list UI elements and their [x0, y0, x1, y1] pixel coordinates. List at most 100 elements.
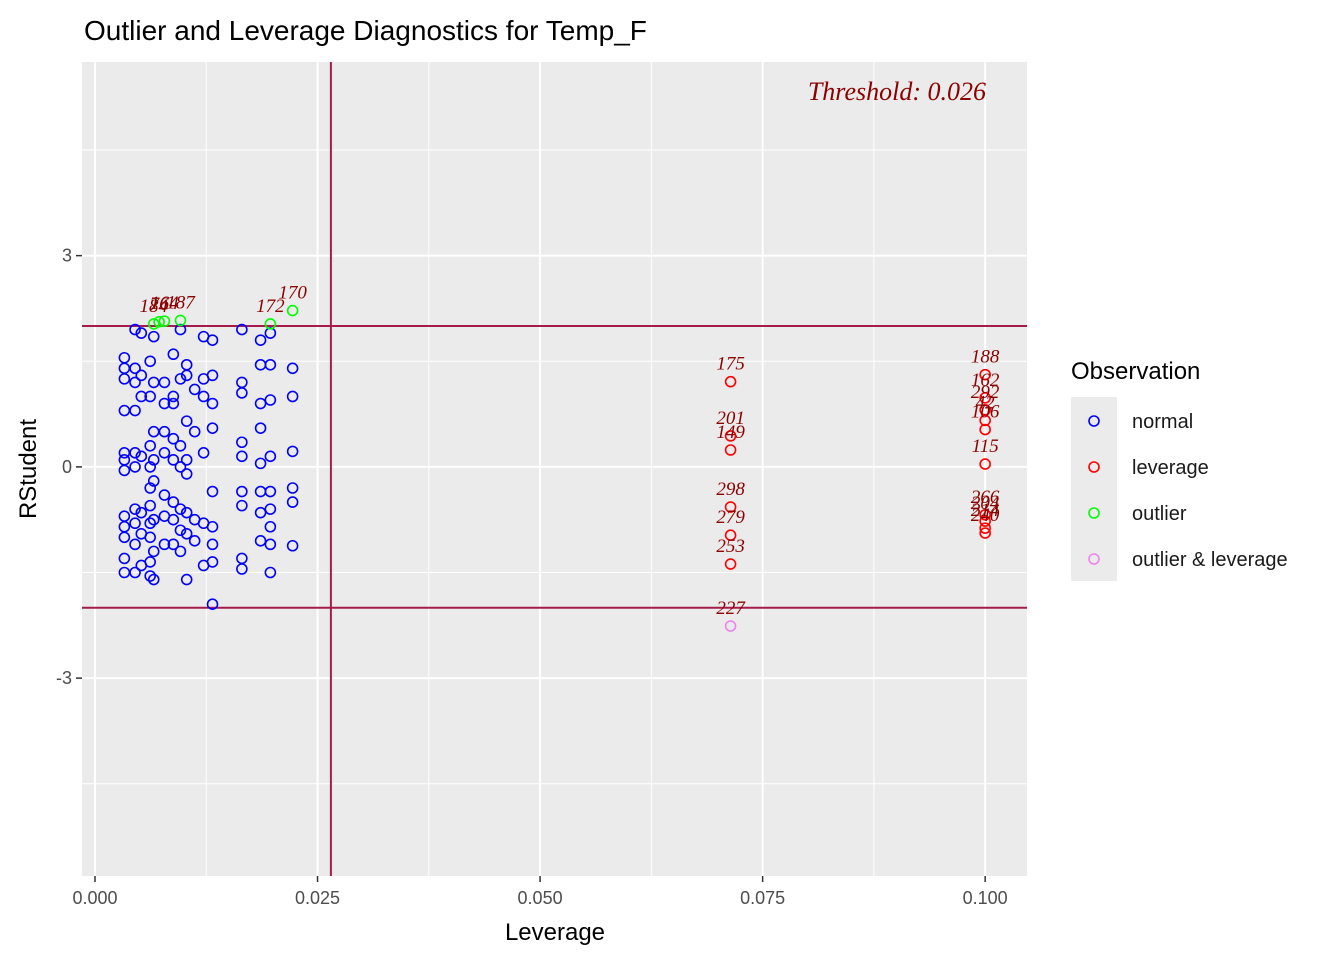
point — [264, 318, 277, 330]
point — [129, 376, 141, 389]
point-label: 106 — [971, 402, 1000, 423]
point — [286, 482, 299, 494]
point — [724, 375, 737, 388]
point — [236, 387, 248, 399]
point-label: 164 — [150, 293, 179, 314]
point — [979, 458, 991, 470]
point — [979, 368, 991, 381]
point — [147, 454, 160, 466]
point — [147, 513, 160, 526]
point — [158, 425, 171, 438]
x-tick-label: 0.025 — [295, 888, 340, 908]
point — [180, 527, 193, 540]
point — [174, 503, 187, 515]
point — [129, 447, 141, 459]
point — [167, 454, 180, 466]
point — [254, 422, 267, 434]
point — [206, 556, 219, 568]
point-label: 204 — [971, 493, 1000, 514]
point — [236, 485, 248, 498]
point — [129, 566, 141, 579]
point — [129, 404, 141, 417]
point — [147, 330, 160, 343]
point — [979, 392, 991, 404]
point — [264, 485, 277, 498]
point — [254, 397, 267, 410]
point — [180, 415, 193, 427]
point — [144, 531, 156, 544]
point — [724, 529, 737, 541]
point — [144, 461, 156, 473]
point — [174, 524, 187, 537]
point — [180, 573, 193, 586]
point — [286, 539, 299, 552]
legend-key — [1088, 461, 1100, 473]
point — [147, 318, 160, 330]
point — [197, 390, 210, 403]
point — [144, 390, 156, 403]
point-label: 253 — [716, 536, 745, 557]
point-label: 42 — [976, 392, 996, 413]
point — [264, 327, 277, 339]
point — [206, 397, 219, 410]
point-label: 184 — [139, 296, 168, 317]
legend-label: outlier & leverage — [1132, 549, 1288, 571]
threshold-annotation: Threshold: 0.026 — [808, 77, 986, 106]
point — [724, 444, 737, 456]
point — [724, 430, 737, 442]
point — [118, 531, 131, 544]
point — [129, 503, 141, 515]
point — [188, 535, 201, 547]
point — [264, 358, 277, 371]
point — [129, 362, 141, 375]
point — [254, 535, 267, 547]
point — [180, 454, 193, 466]
point — [135, 450, 148, 463]
point — [158, 489, 171, 501]
point — [254, 334, 267, 346]
point — [264, 566, 277, 579]
point — [158, 538, 171, 551]
point — [147, 545, 160, 558]
point — [979, 527, 991, 539]
point — [236, 563, 248, 575]
point — [147, 475, 160, 487]
point — [174, 461, 187, 473]
point-label: 292 — [971, 382, 1000, 403]
point — [206, 598, 219, 610]
point — [286, 304, 299, 317]
point — [167, 496, 180, 508]
point — [158, 397, 171, 410]
point — [180, 468, 193, 480]
chart-title: Outlier and Leverage Diagnostics for Tem… — [84, 15, 647, 46]
legend-key — [1088, 553, 1100, 565]
point-label: 227 — [716, 598, 746, 619]
point — [206, 485, 219, 498]
point — [144, 517, 156, 530]
point — [264, 503, 277, 515]
point — [180, 369, 193, 382]
point — [144, 499, 156, 512]
point — [236, 323, 248, 336]
point — [979, 414, 991, 427]
point — [153, 316, 165, 328]
plot-panel — [82, 62, 1027, 876]
point — [174, 373, 187, 385]
point — [135, 506, 148, 519]
point — [206, 334, 219, 346]
y-axis-title: RStudent — [15, 419, 42, 519]
point — [118, 373, 131, 385]
point — [724, 501, 737, 513]
point — [174, 545, 187, 558]
point — [167, 432, 180, 445]
point — [236, 450, 248, 463]
point — [144, 439, 156, 452]
point-label: 187 — [166, 292, 196, 313]
legend-label: normal — [1132, 411, 1193, 433]
point — [197, 447, 210, 459]
point — [129, 323, 141, 336]
point-label: 188 — [971, 347, 1000, 368]
point — [129, 461, 141, 473]
point-label: 115 — [972, 436, 999, 457]
